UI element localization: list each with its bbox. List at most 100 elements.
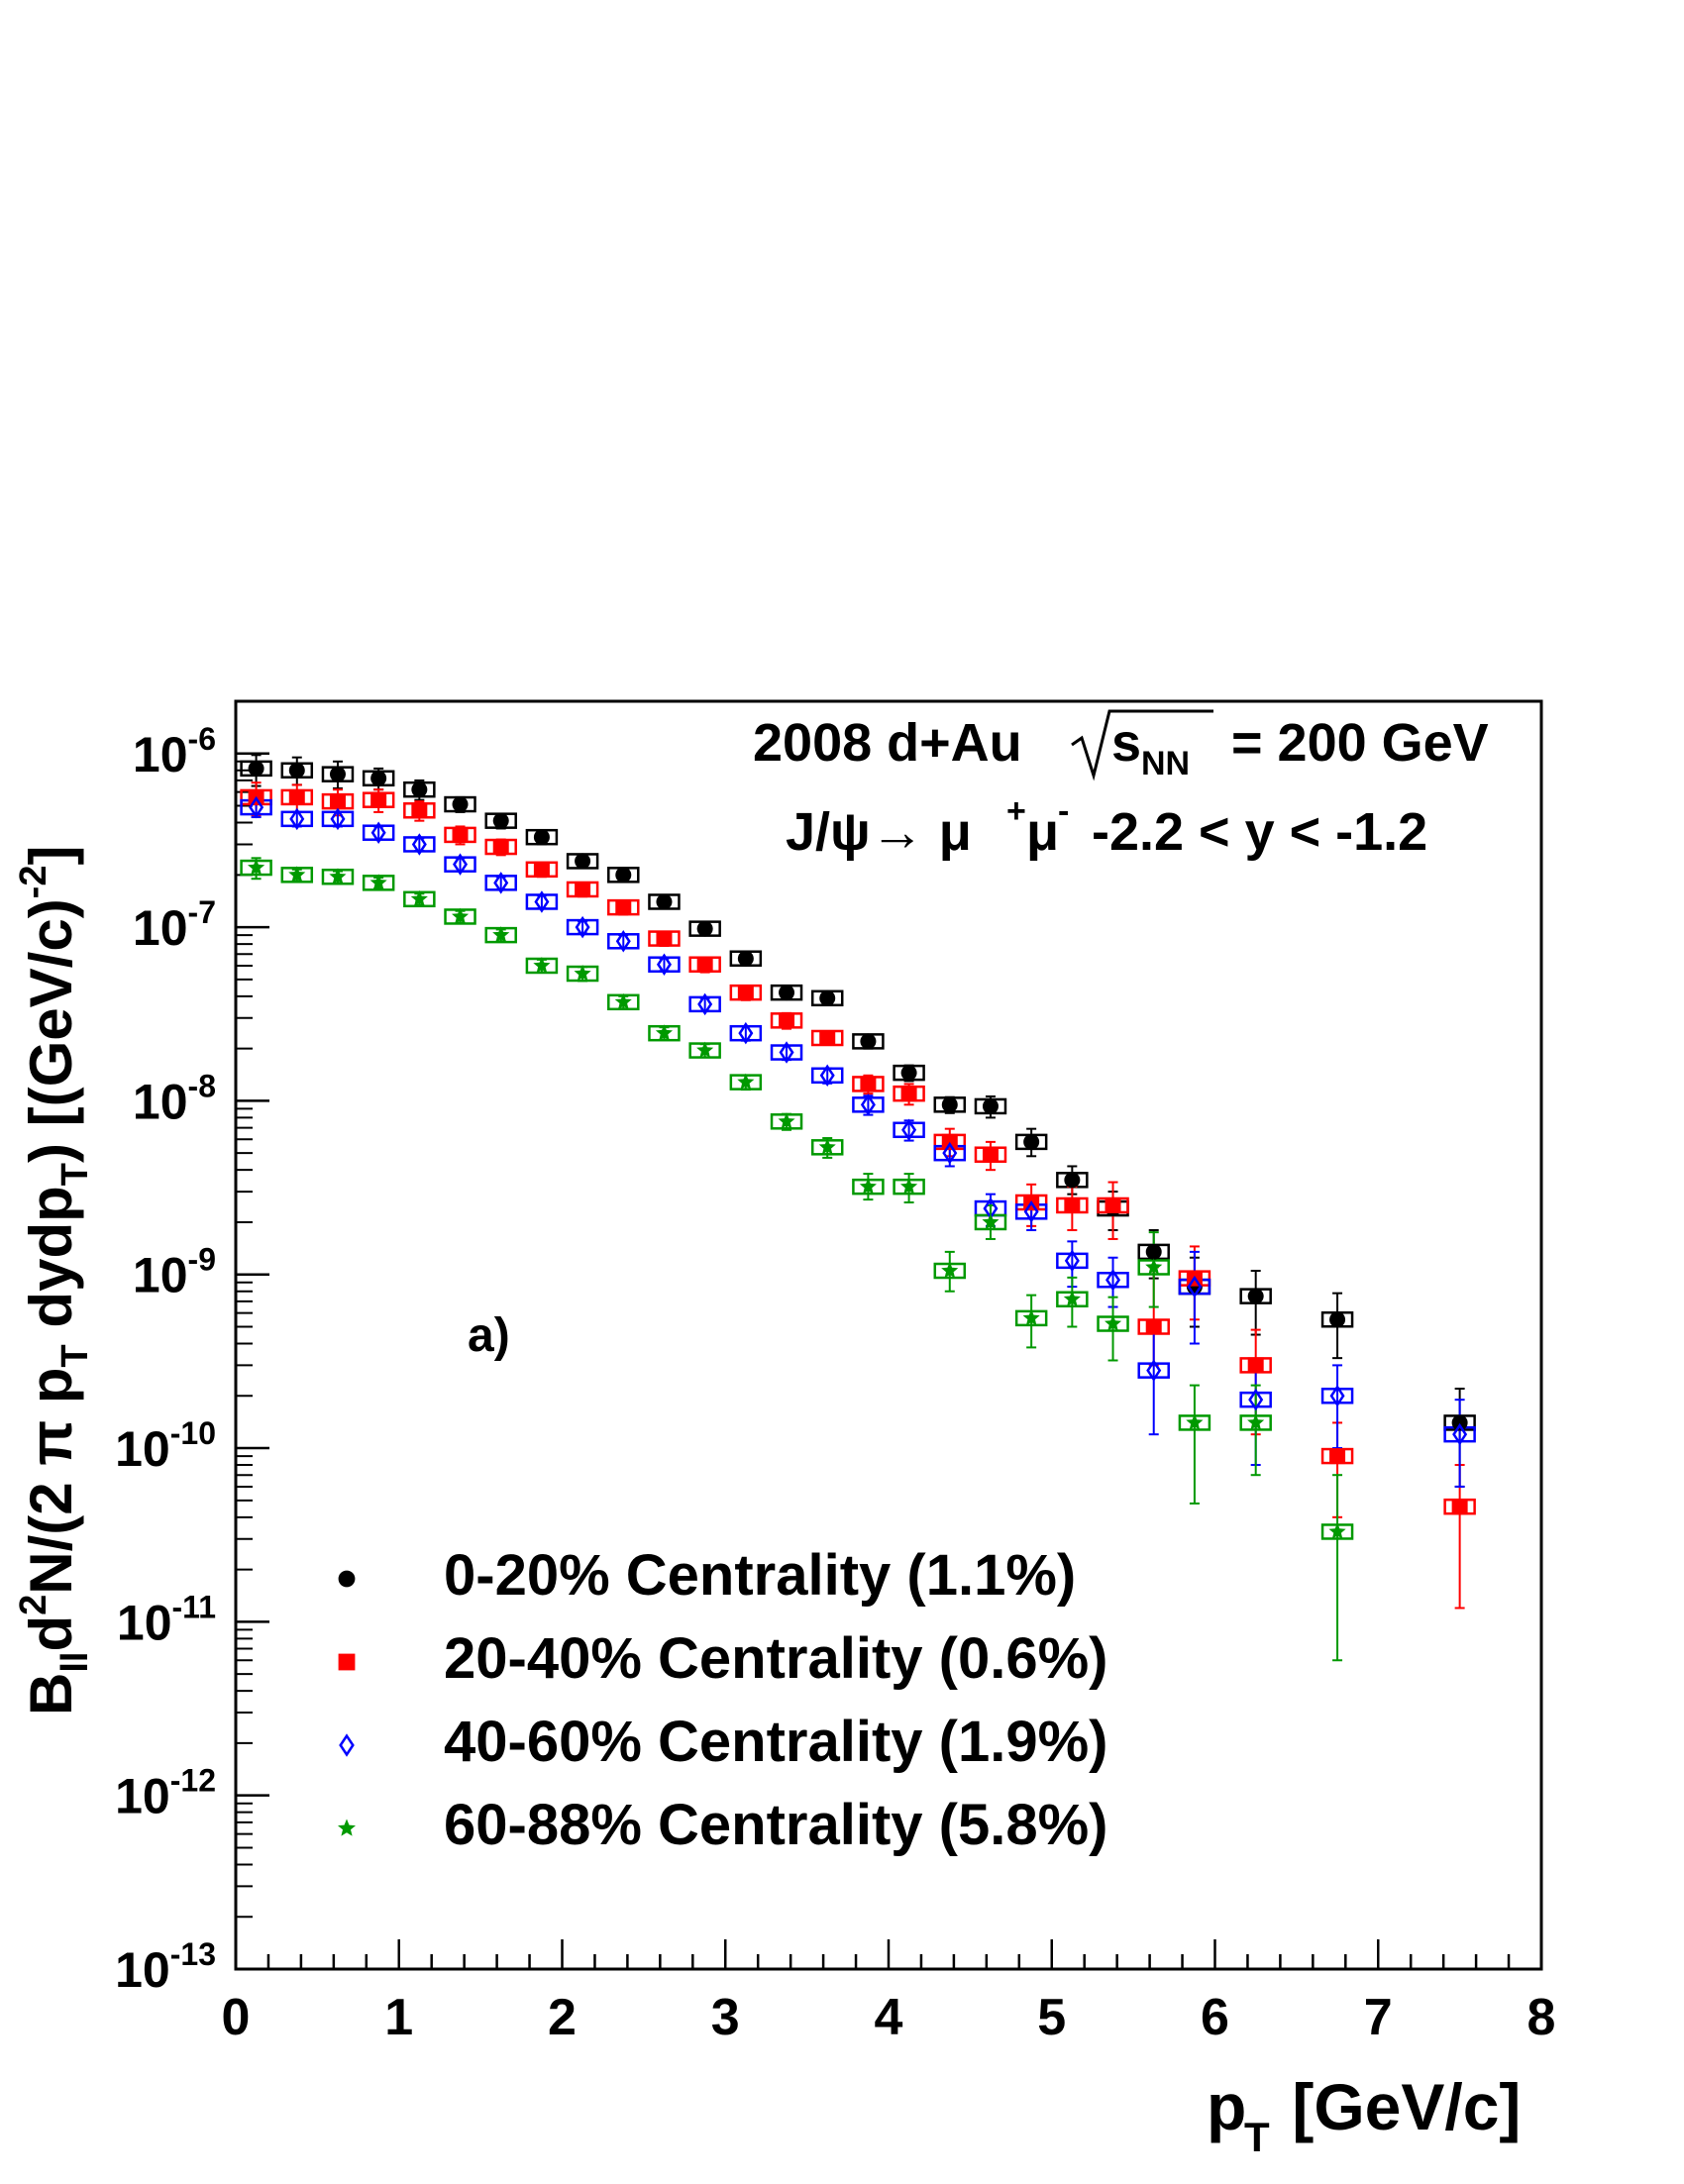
y-title-s4: T (54, 1163, 96, 1186)
central-40-60-point (779, 1041, 794, 1064)
central-40-60-point (1329, 1385, 1345, 1407)
central-40-60-point (249, 795, 264, 819)
central-0-20-point (248, 760, 264, 777)
y-title-s1: ll (54, 1652, 96, 1673)
annotation-line2-sup2: - (1058, 792, 1069, 830)
central-40-60-point (1064, 1249, 1080, 1273)
central-20-40-point (941, 1133, 958, 1150)
central-20-40-point (575, 881, 591, 897)
annotation-line1-suffix: = 200 GeV (1231, 713, 1489, 773)
central-20-40-point (900, 1086, 917, 1102)
decay-annotation: J/ψ→ μ + μ - -2.2 < y < -1.2 (786, 792, 1427, 862)
annotation-line2-suffix: -2.2 < y < -1.2 (1092, 802, 1427, 862)
central-20-40-point (1105, 1196, 1121, 1213)
central-60-88-point (329, 868, 347, 884)
central-0-20-point (492, 812, 509, 829)
central-0-20-point (370, 770, 387, 786)
central-60-88-point (1247, 1413, 1265, 1430)
central-0-20-point (900, 1065, 917, 1082)
central-40-60-point (656, 953, 672, 976)
central-20-40-point (1064, 1196, 1081, 1213)
y-tick-label: 10-9 (133, 1242, 216, 1303)
central-20-40-point (1247, 1357, 1264, 1374)
central-60-88-point (1105, 1314, 1122, 1331)
y-title-sup2: 2 (13, 1595, 54, 1615)
central-20-40-point (982, 1146, 999, 1163)
central-0-20-point (615, 867, 632, 884)
central-40-60-point (1105, 1269, 1121, 1292)
central-0-20-point (1329, 1311, 1346, 1328)
central-60-88-point (574, 965, 591, 982)
central-20-40-point (288, 788, 305, 805)
central-60-88-point (737, 1073, 755, 1090)
x-tick-label: 8 (1527, 1989, 1556, 2046)
legend: 0-20% Centrality (1.1%) 20-40% Centrality… (338, 1543, 1107, 1857)
y-title-p3: N/(2 π p (18, 1367, 84, 1594)
x-tick-label: 3 (711, 1989, 740, 2046)
legend-marker (339, 1733, 355, 1757)
central-40-60-point (1146, 1359, 1162, 1382)
central-0-20-point (1064, 1172, 1081, 1189)
central-20-40-point (737, 985, 754, 1001)
central-0-20-point (288, 762, 305, 779)
central-40-60-point (1187, 1275, 1203, 1299)
central-20-40-point (329, 793, 346, 810)
central-20-40-point (819, 1029, 836, 1046)
x-axis-title-rest: [GeV/c] (1274, 2070, 1521, 2143)
central-0-20-point (941, 1096, 958, 1113)
central-20-40-point (656, 930, 673, 947)
central-20-40-point (615, 899, 632, 916)
central-60-88-point (533, 957, 551, 974)
central-40-60-point (860, 1093, 876, 1116)
central-20-40-point (411, 802, 428, 819)
x-tick-label: 1 (384, 1989, 413, 2046)
central-20-40-point (860, 1076, 877, 1092)
y-title-p5: ) [(GeV/c) (18, 898, 84, 1163)
central-60-88-point (818, 1138, 836, 1155)
central-60-88-point (369, 874, 387, 890)
y-tick-label: 10-8 (133, 1068, 216, 1129)
central-20-40-point (779, 1012, 795, 1029)
central-0-20-point (1247, 1288, 1264, 1304)
annotation-line2-sup1: + (1006, 792, 1026, 830)
central-60-88-point (1328, 1522, 1346, 1539)
central-0-20-point (737, 950, 754, 967)
central-40-60-point (575, 915, 590, 939)
y-tick-label: 10-11 (117, 1589, 216, 1650)
legend-label: 0-20% Centrality (1.1%) (444, 1543, 1076, 1608)
central-0-20-point (656, 893, 673, 910)
y-axis-title: Blld2N/(2 π pT dydpT) [(GeV/c)-2] (13, 846, 96, 1716)
central-40-60-point (738, 1021, 754, 1045)
y-title-p2: d (18, 1615, 84, 1652)
central-60-88-point (492, 926, 510, 943)
central-60-88-point (1022, 1308, 1040, 1326)
central-60-88-point (1145, 1258, 1163, 1275)
central-60-88-point (859, 1178, 877, 1195)
central-60-88-point (614, 992, 632, 1010)
data-points (248, 760, 1468, 1539)
central-40-60-point (1452, 1422, 1468, 1446)
central-20-40-point (696, 956, 713, 973)
x-tick-label: 4 (875, 1989, 903, 2046)
central-20-40-point (452, 826, 469, 843)
central-20-40-point (370, 791, 387, 808)
central-0-20-point (860, 1033, 877, 1050)
central-40-60-point (493, 872, 509, 894)
central-0-20-point (1023, 1133, 1040, 1150)
energy-annotation: 2008 d+Au s NN = 200 GeV (753, 709, 1489, 782)
central-0-20-point (696, 920, 713, 937)
x-tick-label: 6 (1201, 1989, 1229, 2046)
y-tick-label: 10-13 (115, 1936, 216, 1998)
error-bars (240, 754, 1476, 1662)
annotation-sqrt-s: s (1111, 713, 1141, 773)
legend-label: 40-60% Centrality (1.9%) (444, 1710, 1107, 1774)
central-0-20-point (982, 1097, 999, 1114)
central-40-60-point (697, 992, 713, 1016)
central-0-20-point (329, 766, 346, 782)
central-40-60-point (370, 821, 386, 844)
x-tick-label: 2 (548, 1989, 577, 2046)
central-60-88-point (941, 1262, 959, 1279)
y-title-sup5: -2 (13, 866, 54, 899)
